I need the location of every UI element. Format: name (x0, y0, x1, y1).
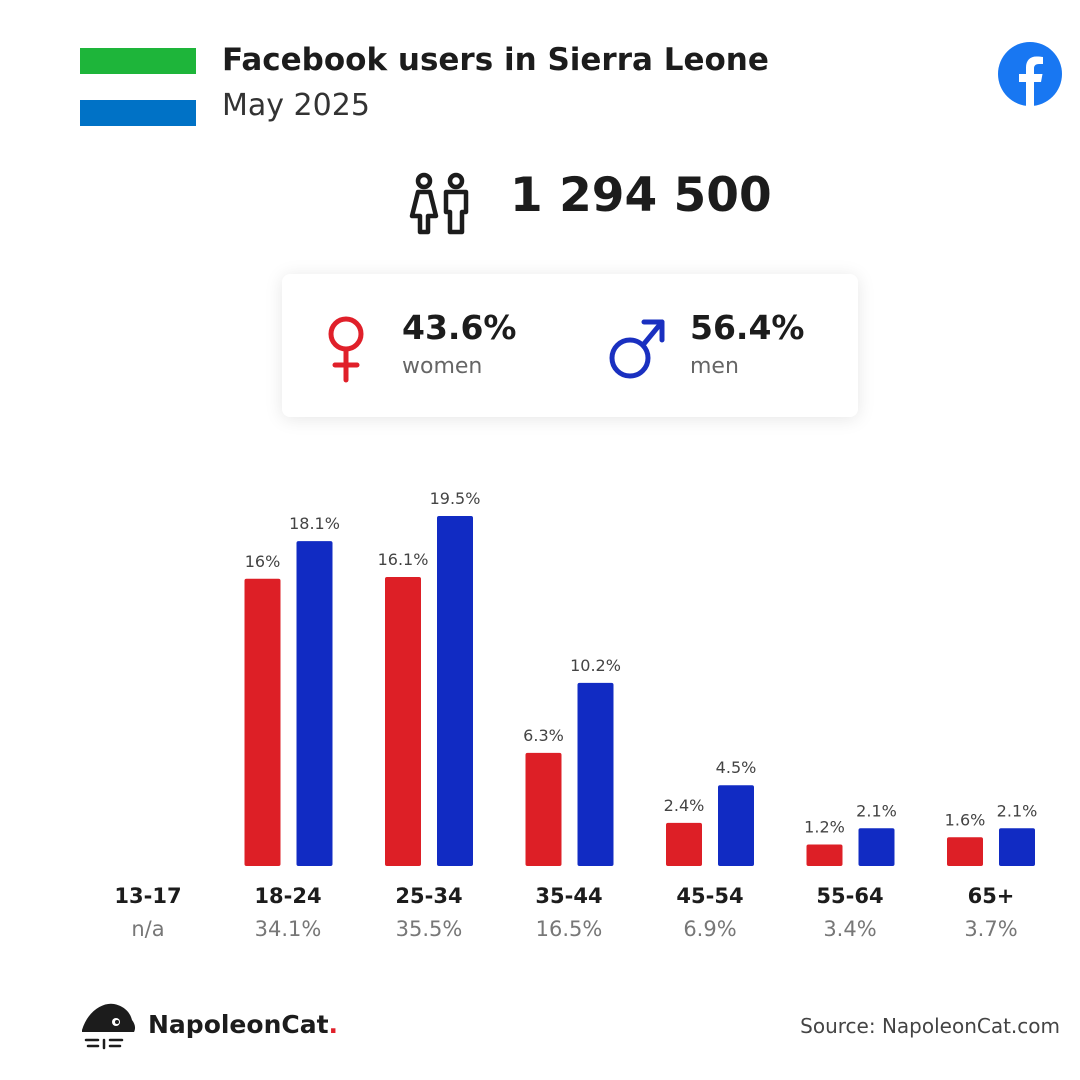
category-total: 6.9% (683, 917, 737, 941)
users-icon (409, 172, 469, 235)
bar-women-65+ (947, 837, 983, 866)
male-icon (609, 319, 665, 379)
category-total: n/a (131, 917, 165, 941)
gender-card: 43.6% women 56.4% men (282, 274, 858, 417)
bar-value-label: 1.6% (945, 810, 986, 829)
bar-value-label: 16.1% (378, 550, 429, 569)
bar-men-55-64 (858, 828, 895, 866)
category-label: 55-64 (816, 884, 884, 908)
bar-men-18-24 (296, 541, 333, 866)
bar-men-45-54 (718, 785, 754, 866)
category-label: 65+ (967, 884, 1015, 908)
category-total: 35.5% (395, 917, 463, 941)
brand-name-text: NapoleonCat (148, 1010, 329, 1039)
category-label: 25-34 (395, 884, 463, 908)
bar-value-label: 16% (245, 552, 281, 571)
category-total: 3.4% (823, 917, 877, 941)
bar-value-label: 18.1% (289, 514, 340, 533)
category-total: 3.7% (964, 917, 1018, 941)
page-title: Facebook users in Sierra Leone (222, 42, 769, 78)
napoleoncat-logo-icon (82, 1003, 136, 1050)
bar-women-18-24 (244, 578, 281, 866)
bar-value-label: 2.1% (997, 801, 1038, 820)
brand-name: NapoleonCat. (148, 1010, 338, 1039)
women-label: women (402, 354, 483, 379)
flag-stripe-green (80, 48, 196, 74)
bar-women-55-64 (806, 844, 843, 866)
bar-value-label: 6.3% (523, 726, 564, 745)
bar-value-label: 4.5% (716, 758, 757, 777)
bar-value-label: 2.1% (856, 801, 897, 820)
brand-dot: . (328, 1010, 339, 1039)
female-icon (328, 316, 364, 383)
women-percentage: 43.6% (402, 308, 517, 347)
category-label: 13-17 (114, 884, 182, 908)
men-label: men (690, 354, 739, 379)
category-label: 35-44 (535, 884, 603, 908)
source-text: Source: NapoleonCat.com (800, 1014, 1060, 1038)
category-total: 16.5% (535, 917, 603, 941)
bar-value-label: 19.5% (430, 489, 481, 508)
bar-men-35-44 (577, 682, 614, 866)
total-users: 1 294 500 (510, 168, 772, 223)
category-total: 34.1% (254, 917, 322, 941)
bar-women-35-44 (525, 752, 562, 866)
bar-value-label: 1.2% (804, 817, 845, 836)
bar-men-25-34 (437, 515, 473, 866)
bar-value-label: 2.4% (664, 796, 705, 815)
bar-men-65+ (999, 828, 1035, 866)
flag-stripe-blue (80, 100, 196, 126)
category-label: 18-24 (254, 884, 322, 908)
men-percentage: 56.4% (690, 308, 805, 347)
facebook-icon (998, 42, 1062, 106)
age-gender-bar-chart: 16% 18.1% 16.1% 19.5% 6.3% 10.2% 2.4% 4.5% 1.2% 2… (244, 489, 1038, 866)
page-subtitle: May 2025 (222, 88, 370, 123)
sierra-leone-flag (80, 48, 196, 126)
category-label: 45-54 (676, 884, 744, 908)
bar-value-label: 10.2% (570, 656, 621, 675)
flag-stripe-white (80, 74, 196, 100)
bar-women-25-34 (385, 577, 421, 866)
bar-women-45-54 (666, 822, 702, 866)
